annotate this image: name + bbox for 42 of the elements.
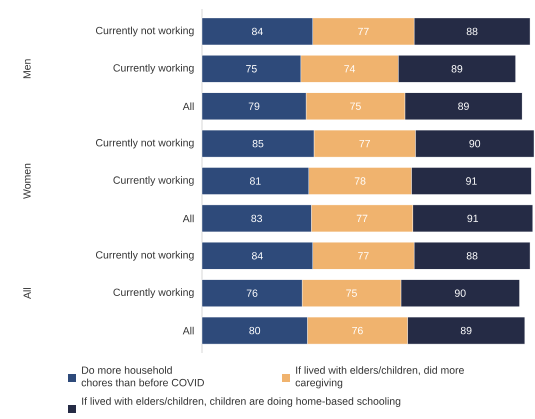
data-label: 90 (469, 140, 480, 148)
data-label: 76 (246, 289, 258, 297)
data-label: 91 (467, 214, 478, 222)
data-label: 89 (460, 326, 472, 334)
data-label: 89 (452, 65, 462, 73)
data-label: 76 (352, 326, 363, 334)
y-tick-label: Currently not working (96, 138, 194, 148)
data-label: 91 (466, 177, 477, 185)
y-tick-label: Currently working (113, 176, 194, 186)
text: Women (23, 164, 31, 199)
y-tick-label: All (182, 102, 194, 110)
data-label: 81 (250, 177, 261, 185)
data-label: 75 (346, 290, 357, 297)
data-label: 90 (454, 289, 466, 297)
data-label: 88 (466, 28, 478, 36)
data-label: 77 (358, 252, 369, 260)
data-label: 85 (252, 140, 264, 148)
data-label: 89 (458, 102, 469, 110)
data-label: 80 (249, 326, 260, 334)
data-label: 75 (246, 65, 257, 72)
data-label: 77 (359, 140, 370, 148)
legend-label: Do more household chores than before COVID (82, 366, 204, 386)
y-tick-label: Currently working (113, 64, 194, 74)
y-tick-label: All (182, 326, 194, 334)
text: Men (23, 59, 31, 78)
data-label: 78 (354, 177, 366, 185)
y-tick-label: All (182, 214, 194, 222)
y-tick-label: Currently not working (96, 26, 194, 36)
data-label: 75 (350, 102, 361, 110)
data-label: 84 (252, 252, 263, 260)
y-tick-label: Currently not working (96, 250, 194, 261)
data-label: 79 (248, 102, 260, 110)
data-label: 77 (356, 214, 368, 222)
data-label: 84 (252, 28, 263, 36)
text: All (23, 288, 31, 299)
legend-label: If lived with elders/children, did more caregiving (296, 366, 464, 388)
data-label: 83 (251, 214, 262, 222)
data-label: 77 (358, 28, 369, 36)
y-tick-label: Currently working (113, 288, 194, 298)
data-label: 88 (466, 252, 478, 260)
data-label: 74 (344, 65, 356, 72)
legend-label: If lived with elders/children, children are doing home-based schooling (82, 397, 400, 407)
